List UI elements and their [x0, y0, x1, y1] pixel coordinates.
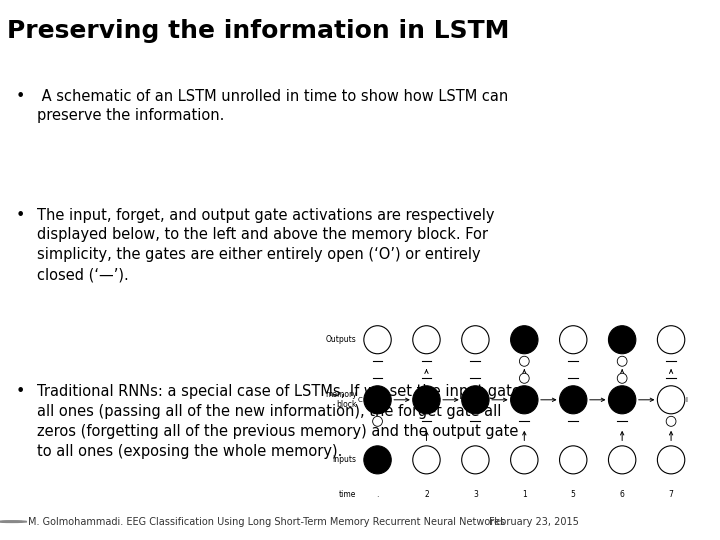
Circle shape: [559, 326, 587, 354]
Text: Preserving the information in LSTM: Preserving the information in LSTM: [7, 19, 510, 43]
Text: 7: 7: [669, 490, 673, 500]
Text: memory
block: memory block: [325, 390, 356, 409]
Circle shape: [413, 326, 440, 354]
Circle shape: [364, 386, 391, 414]
Text: M. Golmohammadi. EEG Classification Using Long Short-Term Memory Recurrent Neura: M. Golmohammadi. EEG Classification Usin…: [28, 517, 505, 526]
Circle shape: [510, 386, 538, 414]
Text: 3: 3: [473, 490, 478, 500]
Circle shape: [462, 326, 489, 354]
Circle shape: [666, 416, 676, 426]
Circle shape: [608, 446, 636, 474]
Text: Outputs: Outputs: [325, 335, 356, 344]
Text: .: .: [377, 490, 379, 500]
Circle shape: [559, 386, 587, 414]
Circle shape: [413, 446, 440, 474]
Circle shape: [519, 356, 529, 366]
Circle shape: [608, 386, 636, 414]
Text: A schematic of an LSTM unrolled in time to show how LSTM can
preserve the inform: A schematic of an LSTM unrolled in time …: [37, 89, 509, 123]
Text: 11: 11: [684, 514, 706, 529]
Text: •: •: [16, 384, 25, 399]
Circle shape: [364, 446, 391, 474]
Circle shape: [462, 386, 489, 414]
Text: •: •: [16, 89, 25, 104]
Circle shape: [657, 446, 685, 474]
Circle shape: [462, 446, 489, 474]
Text: 1: 1: [522, 490, 527, 500]
Circle shape: [559, 446, 587, 474]
Circle shape: [608, 326, 636, 354]
Text: C: C: [358, 397, 363, 403]
Text: The input, forget, and output gate activations are respectively
displayed below,: The input, forget, and output gate activ…: [37, 208, 495, 282]
Text: Traditional RNNs: a special case of LSTMs, If we set the input gate
all ones (pa: Traditional RNNs: a special case of LSTM…: [37, 384, 521, 458]
Circle shape: [364, 326, 391, 354]
Circle shape: [413, 386, 440, 414]
Circle shape: [510, 446, 538, 474]
Text: February 23, 2015: February 23, 2015: [489, 517, 579, 526]
Text: time: time: [339, 490, 356, 500]
Text: 6: 6: [620, 490, 624, 500]
Circle shape: [657, 386, 685, 414]
Text: 5: 5: [571, 490, 576, 500]
Circle shape: [519, 373, 529, 383]
Text: •: •: [16, 208, 25, 222]
Text: 2: 2: [424, 490, 429, 500]
Text: I: I: [685, 397, 688, 403]
Circle shape: [617, 356, 627, 366]
Text: Inputs: Inputs: [333, 455, 356, 464]
Circle shape: [373, 416, 382, 426]
Circle shape: [510, 326, 538, 354]
Circle shape: [657, 326, 685, 354]
Circle shape: [617, 373, 627, 383]
